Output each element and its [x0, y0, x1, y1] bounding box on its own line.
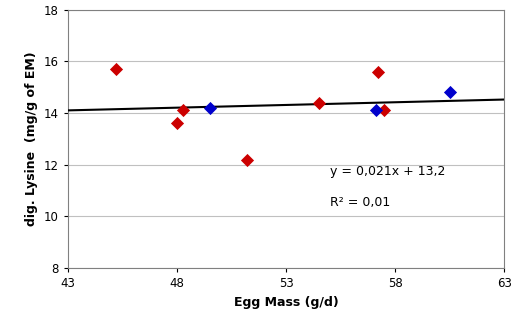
Text: R² = 0,01: R² = 0,01 — [330, 196, 390, 209]
Point — [111, 67, 120, 72]
Point — [380, 108, 388, 113]
Point — [446, 90, 454, 95]
X-axis label: Egg Mass (g/d): Egg Mass (g/d) — [233, 296, 339, 309]
Point — [173, 121, 181, 126]
Point — [315, 100, 323, 105]
Point — [371, 108, 380, 113]
Y-axis label: dig. Lysine  (mg/g of EM): dig. Lysine (mg/g of EM) — [25, 52, 38, 226]
Point — [205, 105, 214, 110]
Point — [373, 69, 382, 74]
Point — [179, 108, 188, 113]
Point — [242, 157, 251, 162]
Text: y = 0,021x + 13,2: y = 0,021x + 13,2 — [330, 165, 445, 178]
